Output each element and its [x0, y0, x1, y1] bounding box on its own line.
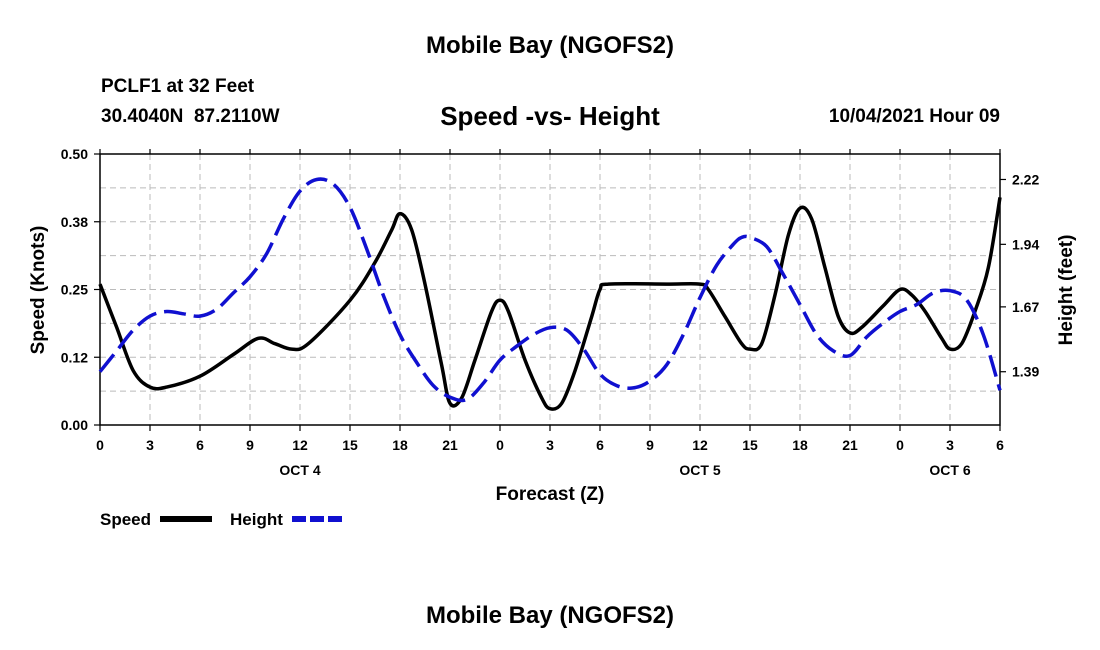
x-tick-label: 0: [896, 437, 904, 453]
y-left-tick-label: 0.38: [61, 214, 88, 230]
speed-series-line: [98, 197, 1002, 411]
ticks: 0 3 6 9 12 15 18 21 0 3 6 9 12 15 18 21 0 3 6 OCT 4 OCT 5 OCT…: [61, 146, 1040, 478]
series-layer: [98, 177, 1002, 411]
y-left-tick-label: 0.00: [61, 417, 88, 433]
date-label: OCT 5: [679, 462, 720, 478]
x-tick-label: 12: [692, 437, 708, 453]
y-left-tick-label: 0.12: [61, 349, 88, 365]
x-tick-label: 15: [742, 437, 758, 453]
y-right-tick-label: 2.22: [1012, 171, 1039, 187]
legend-speed-label: Speed: [100, 510, 152, 529]
x-tick-label: 21: [442, 437, 458, 453]
chart-title: Mobile Bay (NGOFS2): [425, 32, 675, 59]
y-right-tick-label: 1.39: [1012, 364, 1039, 380]
x-tick-label: 9: [646, 437, 654, 453]
legend-height-swatch: [292, 516, 342, 522]
height-series-line: [98, 177, 1002, 403]
x-tick-label: 21: [842, 437, 858, 453]
x-tick-label: 18: [392, 437, 408, 453]
coordinates-label: 30.4040N 87.2110W: [101, 106, 280, 127]
x-tick-label: 3: [546, 437, 554, 453]
x-tick-label: 0: [496, 437, 504, 453]
x-tick-label: 15: [342, 437, 358, 453]
date-label: OCT 4: [279, 462, 320, 478]
x-tick-label: 6: [996, 437, 1004, 453]
station-label: PCLF1 at 32 Feet: [101, 76, 255, 97]
legend-speed-swatch: [160, 516, 212, 522]
x-tick-label: 0: [96, 437, 104, 453]
footer-title: Mobile Bay (NGOFS2): [425, 602, 675, 629]
legend-height-label: Height: [230, 510, 283, 529]
x-tick-label: 12: [292, 437, 308, 453]
x-tick-label: 6: [596, 437, 604, 453]
y-left-tick-label: 0.25: [61, 282, 88, 298]
y-left-tick-label: 0.50: [61, 146, 88, 162]
y-right-tick-label: 1.67: [1012, 299, 1039, 315]
y-axis-label-right: Height (feet): [1056, 235, 1077, 346]
y-axis-label-left: Speed (Knots): [28, 226, 49, 355]
x-tick-label: 6: [196, 437, 204, 453]
datetime-label: 10/04/2021 Hour 09: [828, 106, 1000, 127]
x-tick-label: 3: [946, 437, 954, 453]
x-tick-label: 9: [246, 437, 254, 453]
x-axis-label: Forecast (Z): [496, 484, 605, 505]
chart-subtitle: Speed -vs- Height: [440, 101, 660, 131]
date-label: OCT 6: [929, 462, 970, 478]
x-tick-label: 18: [792, 437, 808, 453]
x-tick-label: 3: [146, 437, 154, 453]
y-right-tick-label: 1.94: [1012, 236, 1039, 252]
